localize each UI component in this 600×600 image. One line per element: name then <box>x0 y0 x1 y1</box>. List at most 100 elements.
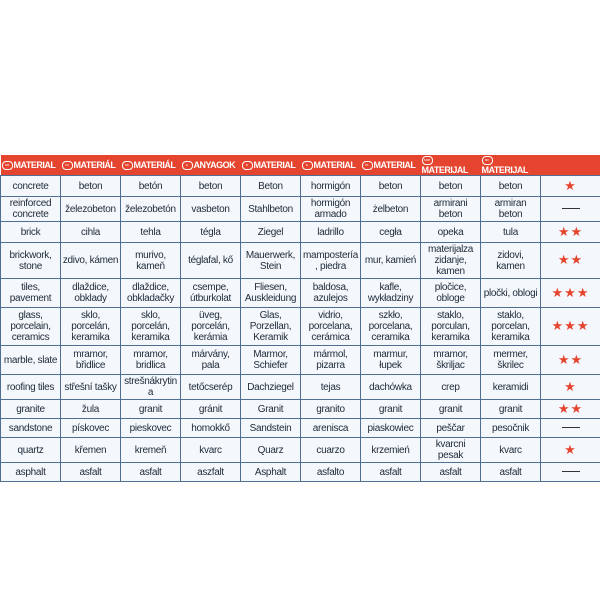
table-row: concrete beton betón beton Beton hormigón beto… <box>0 175 600 198</box>
table-row: brick cihla tehla tégla Ziegel ladrillo cegła o… <box>0 221 600 244</box>
country-badge-icon: CZ <box>61 161 73 171</box>
country-badge-icon: H <box>181 161 193 171</box>
rating-cell: ★★ <box>540 242 600 280</box>
header-label: MATERIAL <box>373 160 416 170</box>
country-badge-icon: PL <box>361 161 373 171</box>
star-rating-icon: ★ <box>564 441 577 457</box>
table-cell: armirani beton <box>420 196 481 223</box>
table-cell: betón <box>120 175 181 198</box>
table-cell: reinforced concrete <box>0 196 61 223</box>
table-cell: armiran beton <box>480 196 541 223</box>
header-label: MATERIÁL <box>133 160 176 170</box>
star-rating-icon: ★★ <box>557 400 584 416</box>
table-cell: márvány, pala <box>180 345 241 376</box>
table-cell: pesočnik <box>480 418 541 439</box>
header-label: MATERIJAL <box>481 165 529 176</box>
rating-cell: ★★ <box>540 345 600 376</box>
table-cell: mramor, bridlica <box>120 345 181 376</box>
table-cell: marble, slate <box>0 345 61 376</box>
table-cell: cuarzo <box>300 437 361 464</box>
table-cell: cegła <box>360 221 421 244</box>
rating-cell: ★★★ <box>540 307 600 347</box>
table-row: reinforced concrete železobeton železobetó… <box>0 196 600 223</box>
header-cell: D MATERIAL <box>240 155 301 176</box>
rating-cell <box>540 462 600 483</box>
header-cell: PL MATERIAL <box>360 155 421 176</box>
country-badge-icon: SRB <box>421 156 433 166</box>
header-label: MATERIAL <box>253 160 296 170</box>
table-cell: żelbeton <box>360 196 421 223</box>
table-cell: staklo, porculan, keramika <box>420 307 481 347</box>
star-rating-icon: ★ <box>564 378 577 394</box>
table-cell: csempe, útburkolat <box>180 278 241 309</box>
table-cell: Fliesen, Auskleidung <box>240 278 301 309</box>
star-rating-icon: ★ <box>564 177 577 193</box>
rating-cell: ★ <box>540 374 600 401</box>
star-rating-icon: ★★ <box>557 223 584 239</box>
table-cell: Ziegel <box>240 221 301 244</box>
table-cell: opeka <box>420 221 481 244</box>
table-cell: kafle, wykładziny <box>360 278 421 309</box>
star-rating-icon: ★★★ <box>551 318 590 334</box>
table-cell: kvarcni pesak <box>420 437 481 464</box>
table-cell: beton <box>60 175 121 198</box>
table-cell: Glas, Porzellan, Keramik <box>240 307 301 347</box>
table-cell: kvarc <box>480 437 541 464</box>
country-badge-icon: E <box>301 161 313 171</box>
table-row: sandstone pískovec pieskovec homokkő Sandste… <box>0 418 600 439</box>
table-cell: murivo, kameň <box>120 242 181 280</box>
header-label: MATERIJAL <box>421 165 469 176</box>
star-rating-icon: ★★★ <box>551 284 590 300</box>
header-cell <box>540 155 600 176</box>
table-row: brickwork, stone zdivo, kámen murivo, kame… <box>0 242 600 280</box>
table-cell: granite <box>0 399 61 420</box>
table-cell: glass, porcelain, ceramics <box>0 307 61 347</box>
table-cell: kvarc <box>180 437 241 464</box>
table-cell: aszfalt <box>180 462 241 483</box>
table-cell: sklo, porcelán, keramika <box>60 307 121 347</box>
table-cell: tula <box>480 221 541 244</box>
table-cell: dlaždice, obklady <box>60 278 121 309</box>
table-cell: asphalt <box>0 462 61 483</box>
table-cell: pieskovec <box>120 418 181 439</box>
table-cell: tiles, pavement <box>0 278 61 309</box>
header-label: MATERIAL <box>313 160 356 170</box>
table-cell: téglafal, kő <box>180 242 241 280</box>
table-cell: mur, kamień <box>360 242 421 280</box>
table-cell: granit <box>420 399 481 420</box>
country-badge-icon: GB <box>1 161 13 171</box>
rating-cell: ★★ <box>540 399 600 420</box>
table-cell: křemen <box>60 437 121 464</box>
rating-cell: ★ <box>540 437 600 464</box>
table-cell: střešní tašky <box>60 374 121 401</box>
table-cell: železobetón <box>120 196 181 223</box>
table-cell: strešnákrytina <box>120 374 181 401</box>
rating-cell: ★★★ <box>540 278 600 309</box>
table-cell: brick <box>0 221 61 244</box>
table-cell: beton <box>420 175 481 198</box>
table-cell: tégla <box>180 221 241 244</box>
table-row: granite žula granit gránit Granit granito gran… <box>0 399 600 420</box>
table-cell: asfalt <box>480 462 541 483</box>
table-row: glass, porcelain, ceramics sklo, porcelán… <box>0 307 600 347</box>
table-cell: mramor, škriljac <box>420 345 481 376</box>
header-label: MATERIAL <box>13 160 56 170</box>
dash-icon <box>561 208 580 210</box>
table-cell: vasbeton <box>180 196 241 223</box>
table-cell: ladrillo <box>300 221 361 244</box>
table-cell: mampostería, piedra <box>300 242 361 280</box>
rating-cell <box>540 418 600 439</box>
header-cell: CZ MATERIÁL <box>60 155 121 176</box>
table-cell: quartz <box>0 437 61 464</box>
header-cell: H ANYAGOK <box>180 155 241 176</box>
table-cell: Sandstein <box>240 418 301 439</box>
table-cell: sklo, porcelán, keramika <box>120 307 181 347</box>
table-row: marble, slate mramor, břidlice mramor, bri… <box>0 345 600 376</box>
table-cell: üveg, porcelán, kerámia <box>180 307 241 347</box>
header-cell: MKMATERIJAL <box>480 155 541 176</box>
table-cell: piaskowiec <box>360 418 421 439</box>
table-cell: Dachziegel <box>240 374 301 401</box>
table-row: quartz křemen kremeň kvarc Quarz cuarzo krzemi… <box>0 437 600 464</box>
header-label: ANYAGOK <box>193 160 236 170</box>
table-cell: tetőcserép <box>180 374 241 401</box>
